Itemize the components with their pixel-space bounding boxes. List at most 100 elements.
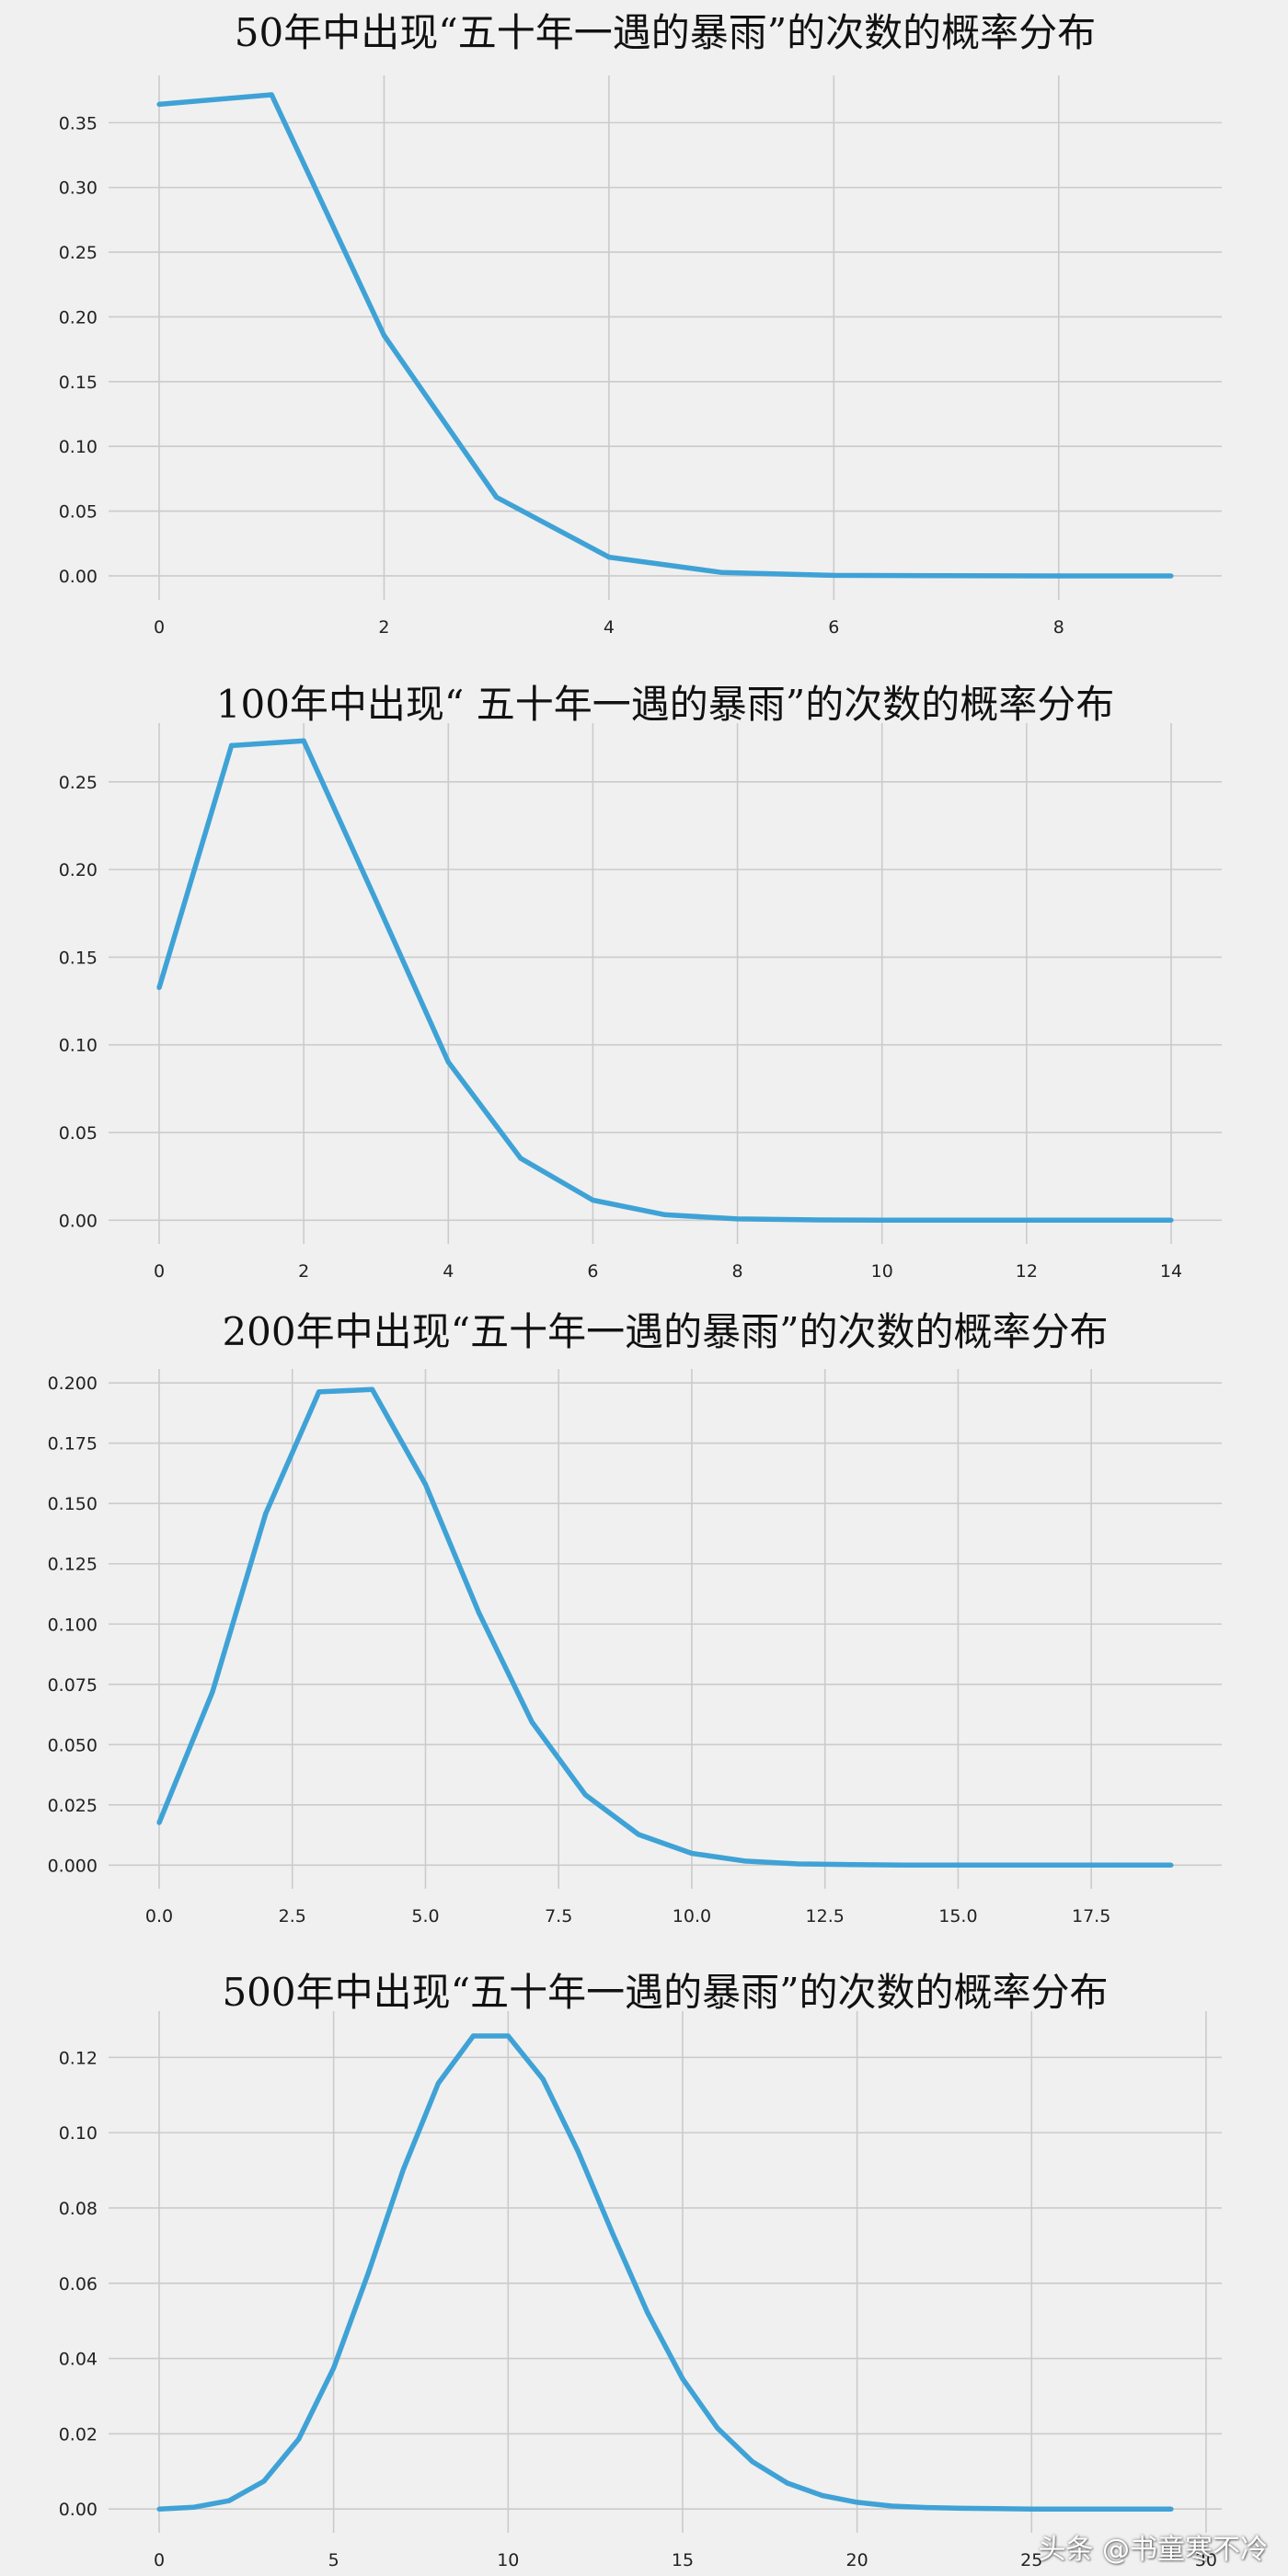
y-tick-label: 0.04 bbox=[59, 2350, 98, 2370]
y-tick-label: 0.20 bbox=[59, 860, 98, 880]
data-point bbox=[156, 984, 162, 991]
data-point bbox=[1168, 1862, 1174, 1868]
data-point bbox=[785, 2480, 790, 2486]
x-tick-label: 17.5 bbox=[1072, 1906, 1110, 1926]
data-point bbox=[374, 898, 379, 903]
data-point bbox=[610, 2231, 615, 2237]
data-point bbox=[831, 572, 836, 579]
x-tick-label: 5.0 bbox=[411, 1906, 439, 1926]
data-point bbox=[1056, 573, 1062, 579]
y-tick-label: 0.125 bbox=[48, 1555, 98, 1575]
data-point bbox=[369, 1386, 375, 1392]
data-point bbox=[1008, 1862, 1014, 1868]
data-point bbox=[1024, 1217, 1029, 1223]
y-tick-label: 0.200 bbox=[48, 1374, 98, 1394]
x-tick-label: 6 bbox=[587, 1261, 598, 1282]
data-point bbox=[1168, 573, 1174, 579]
x-tick-label: 10 bbox=[871, 1261, 893, 1282]
data-point bbox=[1115, 1862, 1121, 1868]
y-tick-label: 0.100 bbox=[48, 1615, 98, 1635]
x-tick-label: 2 bbox=[378, 617, 389, 638]
y-tick-label: 0.05 bbox=[59, 1123, 98, 1144]
chart-1: 50年中出现“五十年一遇的暴雨”的次数的概率分布 0.00 0.05 0.10 0.15… bbox=[59, 10, 1222, 638]
data-point bbox=[226, 2498, 232, 2503]
data-point bbox=[750, 2459, 755, 2465]
y-tick-label: 0.25 bbox=[59, 243, 98, 263]
data-point bbox=[636, 1832, 641, 1837]
data-point bbox=[680, 2376, 685, 2382]
x-tick-label: 12 bbox=[1016, 1261, 1038, 1282]
y-tick-label: 0.02 bbox=[59, 2424, 98, 2444]
x-tick-label: 6 bbox=[828, 617, 839, 638]
probability-line bbox=[158, 92, 1171, 579]
data-point bbox=[228, 742, 235, 748]
data-point bbox=[902, 1862, 908, 1868]
data-point bbox=[261, 2478, 267, 2484]
data-point bbox=[662, 1212, 668, 1217]
data-point bbox=[476, 1610, 481, 1616]
chart-title: 100年中出现“ 五十年一遇的暴雨”的次数的概率分布 bbox=[216, 682, 1114, 727]
data-point bbox=[742, 1858, 748, 1864]
data-point bbox=[1062, 1862, 1067, 1868]
data-point bbox=[849, 1862, 855, 1868]
data-point bbox=[994, 2506, 999, 2512]
data-point bbox=[582, 1792, 588, 1798]
data-point bbox=[269, 92, 274, 98]
y-tick-label: 0.00 bbox=[59, 2500, 98, 2520]
data-point bbox=[951, 1217, 957, 1223]
probability-line bbox=[158, 2033, 1171, 2512]
data-point bbox=[880, 1217, 885, 1223]
x-tick-label: 8 bbox=[1053, 617, 1064, 638]
data-point bbox=[435, 2080, 442, 2087]
data-point bbox=[715, 2425, 720, 2431]
data-point bbox=[606, 554, 612, 560]
data-point bbox=[331, 2365, 337, 2371]
probability-line bbox=[156, 1386, 1171, 1869]
data-point bbox=[505, 2033, 511, 2039]
y-tick-label: 0.08 bbox=[59, 2199, 98, 2219]
data-point bbox=[796, 1861, 801, 1867]
data-point bbox=[1133, 2506, 1139, 2512]
x-tick-label: 5 bbox=[328, 2550, 339, 2570]
x-tick-label: 25 bbox=[1020, 2550, 1042, 2570]
data-point bbox=[494, 494, 500, 500]
y-tick-label: 0.175 bbox=[48, 1434, 98, 1455]
data-point bbox=[301, 738, 306, 743]
chart-3: 200年中出现“五十年一遇的暴雨”的次数的概率分布 0.000 0.025 0.050… bbox=[48, 1309, 1222, 1926]
y-tick-label: 0.00 bbox=[59, 1211, 98, 1231]
data-point bbox=[381, 332, 387, 339]
data-point bbox=[959, 2505, 965, 2512]
chart-title: 50年中出现“五十年一遇的暴雨”的次数的概率分布 bbox=[235, 10, 1096, 55]
y-tick-label: 0.025 bbox=[48, 1796, 98, 1816]
x-tick-label: 4 bbox=[443, 1261, 454, 1282]
x-tick-label: 8 bbox=[732, 1261, 743, 1282]
data-point bbox=[1064, 2506, 1069, 2512]
x-tick-label: 2.5 bbox=[279, 1906, 306, 1926]
x-tick-label: 7.5 bbox=[545, 1906, 572, 1926]
data-point bbox=[820, 2492, 825, 2499]
data-point bbox=[191, 2504, 197, 2510]
data-point bbox=[1168, 1217, 1174, 1223]
x-tick-label: 12.5 bbox=[806, 1906, 845, 1926]
y-tick-label: 0.12 bbox=[59, 2048, 98, 2068]
data-point bbox=[734, 1216, 741, 1222]
data-point bbox=[855, 2500, 860, 2505]
y-tick-label: 0.075 bbox=[48, 1675, 98, 1696]
watermark: 头条 @书童寒不冷 bbox=[1038, 2534, 1268, 2566]
data-point bbox=[263, 1511, 269, 1516]
x-tick-label: 30 bbox=[1195, 2550, 1217, 2570]
y-tick-label: 0.30 bbox=[59, 178, 98, 199]
y-tick-label: 0.00 bbox=[59, 567, 98, 587]
data-point bbox=[575, 2148, 581, 2154]
data-point bbox=[365, 2270, 372, 2275]
x-tick-label: 4 bbox=[604, 617, 615, 638]
data-point bbox=[1168, 2506, 1174, 2512]
x-tick-label: 10.0 bbox=[673, 1906, 711, 1926]
x-tick-label: 0.0 bbox=[145, 1906, 173, 1926]
data-point bbox=[400, 2167, 407, 2172]
data-point bbox=[1029, 2506, 1034, 2512]
data-point bbox=[807, 1217, 812, 1223]
y-tick-label: 0.25 bbox=[59, 773, 98, 793]
y-tick-label: 0.150 bbox=[48, 1494, 98, 1514]
